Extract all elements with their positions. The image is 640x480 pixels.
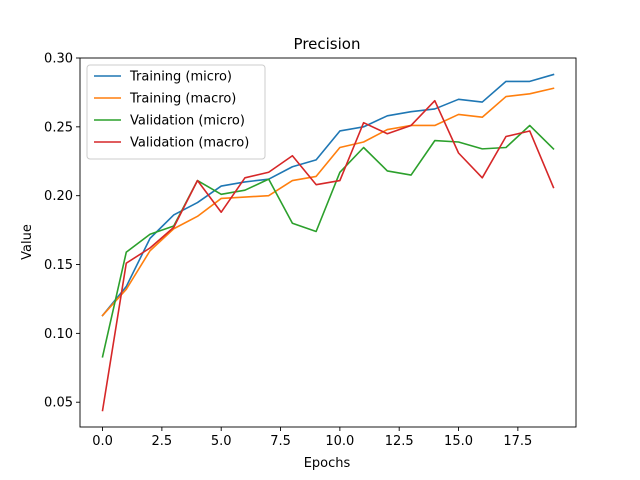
legend-label: Training (macro) [129, 92, 236, 107]
legend-label: Training (micro) [129, 70, 232, 85]
y-axis-label: Value [20, 224, 35, 260]
y-tick-label: 0.20 [44, 189, 73, 204]
y-tick-label: 0.05 [44, 396, 73, 411]
legend-label: Validation (micro) [130, 114, 245, 129]
y-tick-label: 0.30 [44, 52, 73, 67]
x-axis-label: Epochs [304, 456, 351, 471]
legend-box [86, 64, 266, 160]
x-tick-label: 15.0 [444, 434, 473, 449]
series-line-3 [101, 99, 555, 412]
axes-frame [79, 57, 577, 428]
series-line-1 [101, 87, 555, 317]
x-tick-label: 7.5 [270, 434, 291, 449]
plot-area [101, 73, 555, 412]
y-tick-label: 0.25 [44, 120, 73, 135]
legend: Training (micro) Training (macro) Validati… [86, 64, 266, 160]
series-line-2 [101, 124, 555, 358]
chart-title: Precision [294, 35, 361, 53]
series-line-0 [101, 73, 555, 317]
legend-label: Validation (macro) [130, 136, 249, 151]
x-tick-label: 12.5 [385, 434, 414, 449]
x-tick-label: 17.5 [503, 434, 532, 449]
axes: 0.0 2.5 5.0 7.5 10.0 12.5 15.0 17.5 0.05 0.10 0.15… [44, 52, 577, 449]
x-tick-label: 2.5 [152, 434, 173, 449]
y-tick-label: 0.15 [44, 258, 73, 273]
x-tick-label: 5.0 [211, 434, 232, 449]
x-tick-label: 10.0 [325, 434, 354, 449]
y-tick-label: 0.10 [44, 327, 73, 342]
x-tick-label: 0.0 [92, 434, 113, 449]
